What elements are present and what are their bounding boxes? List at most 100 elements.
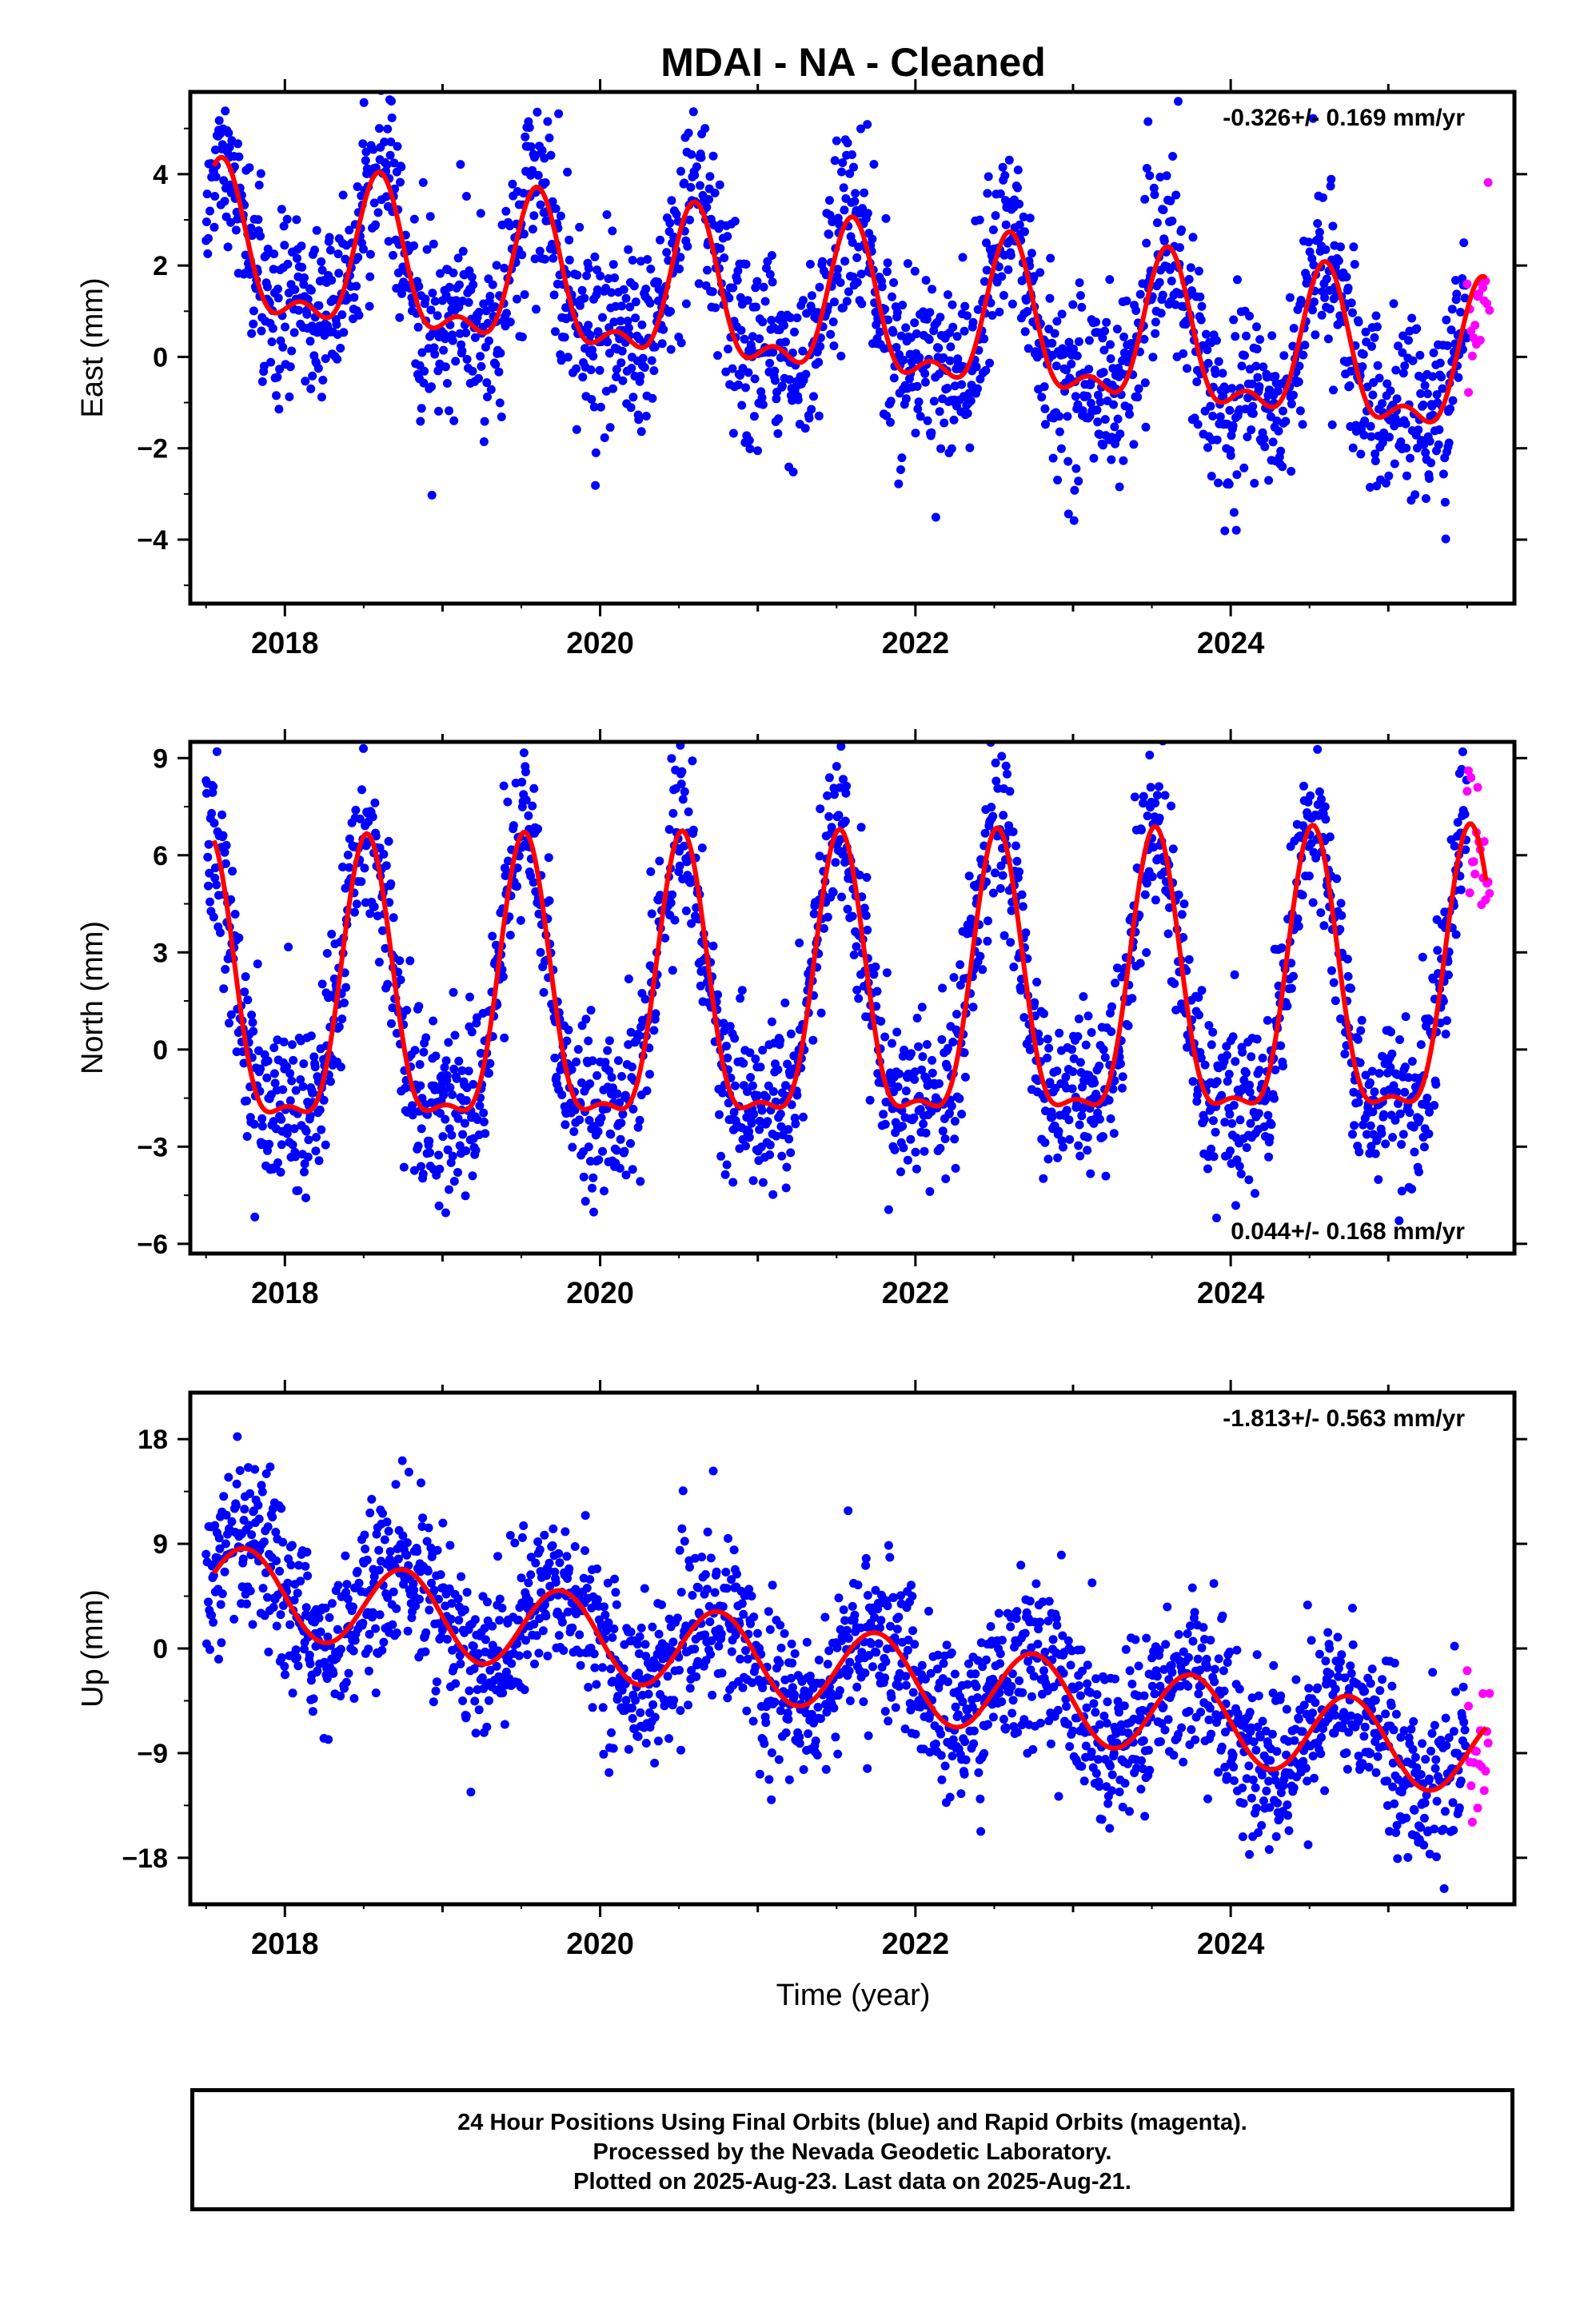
data-point	[519, 1521, 528, 1530]
data-point	[689, 107, 698, 116]
data-point	[449, 269, 458, 277]
data-point	[1393, 394, 1402, 403]
data-point	[981, 366, 990, 375]
data-point	[1321, 815, 1330, 823]
data-point	[1371, 1150, 1380, 1158]
rate-annotation: -0.326+/- 0.169 mm/yr	[1223, 105, 1465, 131]
data-point	[1207, 472, 1216, 480]
data-point	[273, 1158, 282, 1167]
data-point	[445, 1541, 454, 1550]
data-point	[946, 342, 955, 351]
data-point	[321, 1141, 330, 1150]
data-point	[935, 1079, 944, 1088]
data-point	[397, 162, 405, 171]
data-point	[1367, 1122, 1375, 1130]
data-point	[976, 952, 984, 961]
data-point	[418, 1513, 427, 1522]
data-point	[600, 1611, 609, 1620]
data-point	[852, 253, 861, 262]
data-point	[922, 276, 931, 285]
data-point	[1067, 1045, 1076, 1054]
data-point	[738, 986, 747, 995]
data-point	[876, 1017, 885, 1026]
data-point	[636, 372, 644, 381]
data-point	[577, 1661, 585, 1670]
data-point	[517, 916, 525, 925]
data-point	[370, 903, 379, 911]
data-point	[780, 321, 788, 330]
data-point	[944, 290, 952, 299]
data-point	[1071, 392, 1080, 401]
data-point	[1434, 440, 1443, 449]
data-point	[906, 1135, 915, 1144]
data-point	[1350, 1121, 1359, 1130]
data-point	[274, 293, 283, 302]
data-point	[1348, 1130, 1357, 1138]
rapid-point	[1485, 306, 1494, 315]
data-point	[301, 377, 309, 385]
data-point	[361, 1545, 369, 1553]
data-point	[840, 205, 848, 214]
data-point	[485, 1069, 493, 1078]
data-point	[572, 1058, 581, 1066]
data-point	[751, 1054, 760, 1063]
data-point	[562, 1552, 571, 1561]
data-point	[815, 412, 824, 421]
data-point	[961, 1073, 970, 1082]
data-point	[828, 823, 836, 831]
data-point	[799, 1113, 808, 1122]
data-point	[1040, 1138, 1049, 1147]
data-point	[332, 320, 341, 329]
data-point	[1267, 331, 1276, 340]
data-point	[1102, 318, 1111, 327]
data-point	[253, 1501, 262, 1509]
data-point	[817, 1009, 826, 1018]
data-point	[361, 156, 370, 165]
data-point	[1119, 456, 1127, 465]
data-point	[202, 217, 211, 226]
data-point	[1318, 311, 1327, 320]
data-point	[806, 260, 815, 269]
data-point	[1269, 437, 1278, 446]
data-point	[1227, 384, 1236, 393]
data-point	[646, 299, 655, 308]
data-point	[582, 271, 591, 280]
data-point	[840, 648, 848, 657]
data-point	[469, 367, 477, 376]
data-point	[920, 1147, 929, 1156]
data-point	[227, 1517, 236, 1526]
data-point	[1136, 290, 1145, 299]
data-point	[1044, 1154, 1053, 1163]
data-point	[824, 230, 833, 239]
data-point	[1204, 359, 1213, 368]
data-point	[886, 418, 895, 427]
data-point	[306, 1660, 315, 1668]
data-point	[1402, 444, 1410, 452]
data-point	[1139, 792, 1148, 801]
data-point	[709, 942, 718, 951]
data-point	[1287, 467, 1295, 476]
data-point	[289, 1688, 297, 1697]
data-point	[315, 1156, 324, 1165]
data-point	[1047, 1113, 1056, 1122]
data-point	[1167, 217, 1176, 225]
rapid-point	[1470, 870, 1479, 879]
data-point	[441, 362, 450, 371]
data-point	[628, 1165, 637, 1174]
data-point	[924, 417, 932, 425]
data-point	[696, 153, 705, 162]
data-point	[1123, 297, 1131, 305]
data-point	[550, 290, 559, 299]
data-point	[1459, 238, 1468, 247]
data-point	[791, 1119, 800, 1128]
data-point	[364, 1644, 373, 1653]
data-point	[879, 1110, 888, 1118]
data-point	[1326, 832, 1335, 841]
data-point	[1090, 1078, 1099, 1087]
data-point	[704, 195, 713, 204]
data-point	[904, 1156, 912, 1165]
data-point	[323, 949, 332, 958]
data-point	[337, 1015, 346, 1023]
data-point	[964, 409, 972, 418]
data-point	[506, 1531, 515, 1540]
